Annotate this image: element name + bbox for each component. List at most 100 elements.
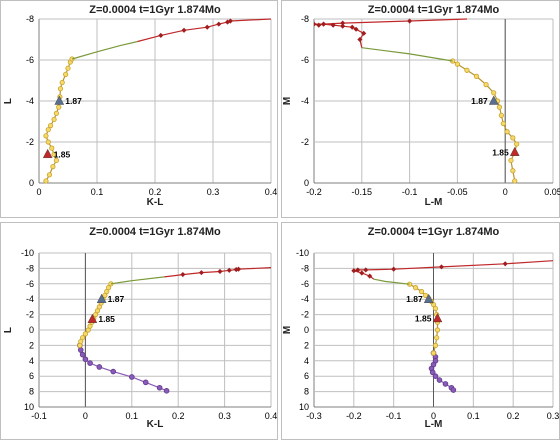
chart-svg: -0.3 -0.2 -0.1 0 0.1 0.2 0.3 -10 -8 -6 -4 -2 0 2 4 6 8 10…	[282, 226, 559, 430]
data-point	[359, 270, 365, 276]
x-tick-label: 0.05	[544, 187, 560, 197]
x-tick-label: -0.1	[31, 411, 47, 421]
chart-svg: 0 0.1 0.2 0.3 0.4 -8 -6 -4 -2 0 Z=0.0004 t=1Gyr 1.…	[3, 4, 277, 208]
x-axis-label: K-L	[147, 197, 164, 208]
data-point	[53, 157, 60, 164]
data-point	[51, 151, 57, 157]
data-point	[436, 377, 443, 383]
x-tick-label: 0.3	[207, 187, 220, 197]
data-point	[422, 292, 429, 298]
data-point	[59, 79, 65, 86]
data-point	[45, 139, 51, 145]
y-tick-label: 6	[29, 371, 34, 381]
x-tick-label: -0.2	[306, 187, 322, 197]
y-tick-label: 2	[29, 340, 34, 350]
data-point	[180, 272, 186, 278]
data-point	[412, 285, 419, 291]
y-tick-label: 0	[304, 325, 309, 335]
triangle-marker	[87, 313, 98, 323]
chart-title: Z=0.0004 t=1Gyr 1.874Mo	[368, 226, 500, 238]
data-point	[204, 24, 210, 30]
series-line	[314, 18, 468, 48]
x-tick-label: 0.2	[507, 411, 520, 421]
y-tick-label: 10	[299, 402, 309, 412]
y-tick-label: 4	[29, 356, 34, 366]
y-tick-label: 0	[29, 325, 34, 335]
x-axis-label: K-L	[147, 419, 164, 430]
series-line	[137, 18, 272, 43]
data-point	[434, 327, 441, 333]
data-point	[77, 347, 84, 353]
data-point	[491, 90, 497, 96]
y-tick-label: 4	[304, 356, 309, 366]
x-tick-label: 0.3	[218, 411, 231, 421]
y-axis-label: L	[3, 327, 14, 333]
data-point	[450, 387, 457, 393]
x-tick-label: 0.1	[467, 411, 480, 421]
data-point	[496, 104, 503, 110]
y-tick-label: -8	[26, 14, 34, 24]
data-point	[434, 335, 440, 341]
data-point	[216, 21, 222, 27]
data-point	[110, 368, 117, 375]
marker-label: 1.85	[98, 314, 115, 324]
data-point	[80, 335, 86, 341]
chart-svg: -0.2 -0.15 -0.1 -0.05 0 0.05 -8 -6 -4 -2 0 Z=0.0004…	[282, 4, 560, 208]
data-point	[512, 178, 518, 184]
triangle-marker	[96, 293, 107, 303]
series-line	[110, 276, 165, 285]
triangle-marker	[54, 95, 65, 105]
data-point	[142, 379, 149, 386]
data-point	[235, 266, 242, 272]
y-tick-label: 10	[24, 402, 34, 412]
triangle-marker	[488, 95, 499, 105]
data-point	[508, 157, 514, 164]
data-point	[46, 172, 53, 178]
data-point	[430, 350, 437, 356]
data-point	[106, 285, 112, 291]
data-point	[510, 135, 516, 141]
marker-label: 1.85	[415, 313, 432, 323]
x-tick-label: 0.2	[172, 411, 185, 421]
data-point	[129, 374, 135, 380]
series-line	[353, 260, 554, 280]
marker-label: 1.87	[108, 294, 125, 304]
marker-label: 1.87	[406, 294, 423, 304]
y-tick-label: 8	[304, 387, 309, 397]
data-point	[49, 145, 55, 151]
plot-area	[351, 260, 554, 393]
x-tick-label: 0.4	[265, 411, 278, 421]
triangle-marker	[423, 293, 434, 303]
chart-svg: -0.1 0 0.1 0.2 0.3 0.4 -10 -8 -6 -4 -2 0 2 4 6 8 10 Z=0.0…	[3, 226, 278, 430]
data-point	[418, 288, 425, 295]
x-tick-label: 0	[36, 187, 41, 197]
y-tick-label: -6	[301, 55, 309, 65]
triangle-marker	[42, 148, 53, 159]
data-point	[57, 86, 64, 92]
x-tick-label: 0	[83, 411, 88, 421]
data-point	[498, 112, 504, 118]
marker-label: 1.85	[54, 149, 71, 159]
data-point	[65, 65, 71, 71]
y-tick-label: -6	[26, 55, 34, 65]
chart-panel-kl-vs-l: 0 0.1 0.2 0.3 0.4 -8 -6 -4 -2 0 Z=0.0004 t=1Gyr 1.…	[0, 0, 278, 218]
series-line	[373, 278, 410, 285]
plot-area	[43, 18, 272, 184]
marker-label: 1.85	[492, 147, 509, 157]
y-tick-label: -8	[26, 263, 34, 273]
x-axis-label: L-M	[425, 419, 443, 430]
series-line	[45, 58, 73, 182]
chart-panel-lm-vs-m-full: -0.3 -0.2 -0.1 0 0.1 0.2 0.3 -10 -8 -6 -4 -2 0 2 4 6 8 10…	[281, 222, 560, 440]
y-tick-label: 8	[29, 387, 34, 397]
chart-title: Z=0.0004 t=1Gyr 1.874Mo	[89, 4, 221, 16]
series-line	[452, 60, 518, 182]
data-point	[156, 384, 163, 391]
y-tick-label: -10	[296, 248, 309, 258]
y-tick-label: -4	[301, 96, 309, 106]
y-tick-label: -6	[301, 279, 309, 289]
triangle-marker	[509, 146, 520, 156]
x-tick-label: 0.2	[149, 187, 162, 197]
data-point	[514, 141, 520, 147]
data-point	[163, 388, 170, 394]
data-point	[314, 21, 317, 27]
